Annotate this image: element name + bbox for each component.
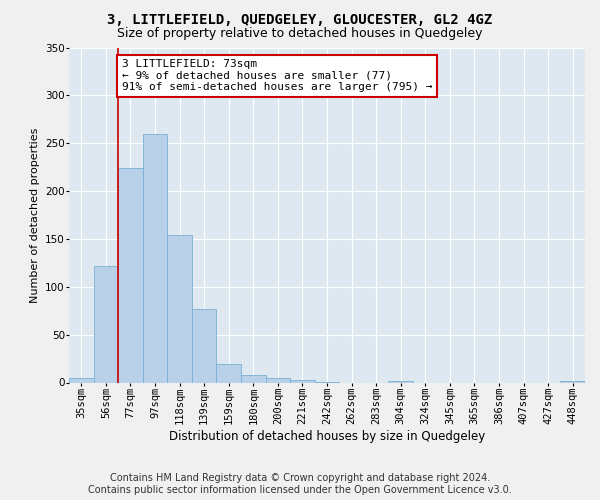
Bar [266, 378, 290, 382]
Text: Contains HM Land Registry data © Crown copyright and database right 2024.
Contai: Contains HM Land Registry data © Crown c… [88, 474, 512, 495]
Bar [143, 134, 167, 382]
Text: Size of property relative to detached houses in Quedgeley: Size of property relative to detached ho… [117, 28, 483, 40]
Bar [217, 364, 241, 382]
Bar [388, 380, 413, 382]
X-axis label: Distribution of detached houses by size in Quedgeley: Distribution of detached houses by size … [169, 430, 485, 442]
Y-axis label: Number of detached properties: Number of detached properties [29, 128, 40, 302]
Bar [167, 235, 192, 382]
Bar [241, 375, 266, 382]
Bar [69, 378, 94, 382]
Bar [94, 266, 118, 382]
Bar [290, 380, 315, 382]
Bar [192, 309, 217, 382]
Text: 3 LITTLEFIELD: 73sqm
← 9% of detached houses are smaller (77)
91% of semi-detach: 3 LITTLEFIELD: 73sqm ← 9% of detached ho… [122, 59, 433, 92]
Bar [118, 168, 143, 382]
Text: 3, LITTLEFIELD, QUEDGELEY, GLOUCESTER, GL2 4GZ: 3, LITTLEFIELD, QUEDGELEY, GLOUCESTER, G… [107, 12, 493, 26]
Bar [560, 380, 585, 382]
